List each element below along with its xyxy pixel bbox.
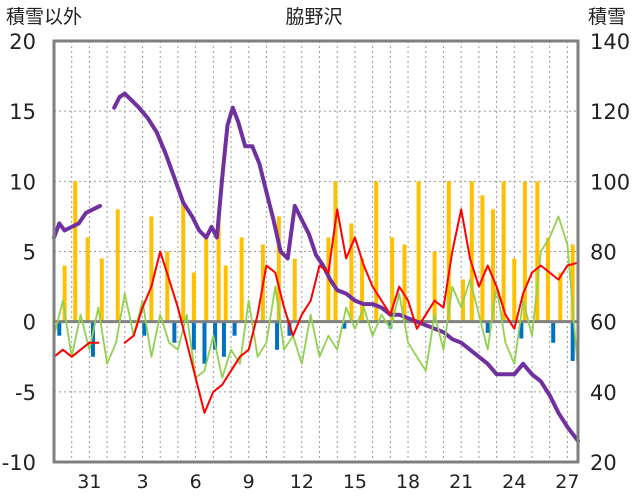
y-axis-label-right: 積雪 [588, 6, 626, 28]
sunshine-bar-10 [216, 216, 221, 322]
sunshine-bar-23 [416, 181, 421, 322]
sunshine-bar-12 [239, 237, 244, 322]
precipitation-bar-16 [570, 321, 575, 361]
precipitation-bar-4 [191, 321, 196, 350]
sunshine-bar-21 [390, 237, 395, 322]
y-tick-right-6: 20 [590, 451, 617, 475]
y-tick-right-4: 60 [590, 311, 617, 335]
sunshine-bar-7 [181, 202, 186, 322]
sunshine-bar-34 [545, 237, 550, 322]
sunshine-bar-28 [480, 195, 485, 322]
sunshine-bar-29 [491, 209, 496, 322]
grid [54, 41, 578, 462]
x-tick-8: 24 [502, 471, 526, 493]
sunshine-bar-31 [512, 258, 517, 322]
precipitation-bar-5 [202, 321, 207, 364]
precipitation-bar-8 [232, 321, 237, 336]
y-tick-right-2: 100 [590, 170, 630, 194]
sunshine-bar-8 [191, 272, 196, 322]
wind-line [53, 208, 579, 414]
y-axis-label-left: 積雪以外 [6, 6, 82, 28]
y-tick-left-4: 0 [23, 311, 36, 335]
x-tick-5: 15 [343, 471, 367, 493]
y-tick-left-1: 15 [9, 100, 36, 124]
x-tick-2: 6 [190, 471, 202, 493]
snow_depth-line [52, 91, 580, 443]
sunshine-bar-9 [204, 237, 209, 322]
sunshine-bar-1 [73, 181, 78, 322]
sunshine-bar-22 [402, 244, 407, 322]
sunshine-bar-15 [292, 258, 297, 322]
precipitation-bar-2 [142, 321, 147, 336]
y-tick-left-2: 10 [9, 170, 36, 194]
y-tick-right-0: 140 [590, 30, 630, 54]
y-tick-left-5: -5 [15, 381, 36, 405]
precipitation-bar-14 [519, 321, 524, 339]
sunshine-bar-2 [85, 237, 90, 322]
y-tick-right-1: 120 [590, 100, 630, 124]
x-tick-7: 21 [449, 471, 473, 493]
y-tick-labels-right: 140 120 100 80 60 40 20 [590, 30, 630, 475]
precipitation-bar-12 [388, 321, 393, 329]
sunshine-bar-3 [99, 258, 104, 322]
sunshine-bar-4 [115, 209, 120, 322]
precipitation-bar-11 [342, 321, 347, 329]
x-tick-labels: 31 3 6 9 12 15 18 21 24 27 [77, 471, 579, 493]
precipitation-bar-7 [221, 321, 226, 357]
sunshine-bar-25 [446, 181, 451, 322]
y-tick-left-0: 20 [9, 30, 36, 54]
y-tick-left-6: -10 [2, 451, 36, 475]
precipitation-bar-13 [485, 321, 490, 333]
sunshine-bar-11 [223, 265, 228, 322]
lines [52, 91, 580, 443]
temperature-line [53, 215, 579, 379]
x-tick-9: 27 [555, 471, 579, 493]
x-tick-4: 12 [290, 471, 314, 493]
precipitation-bar-10 [287, 321, 292, 336]
x-tick-6: 18 [396, 471, 420, 493]
sunshine-bar-24 [432, 251, 437, 322]
sunshine-bar-18 [349, 223, 354, 322]
precipitation-bar-9 [275, 321, 280, 350]
plot-frame [52, 39, 580, 464]
precipitation-bar-15 [551, 321, 556, 343]
bars [57, 181, 575, 364]
y-tick-labels-left: 20 15 10 5 0 -5 -10 [2, 30, 36, 475]
sunshine-bar-17 [333, 181, 338, 322]
precipitation-bar-1 [90, 321, 95, 357]
sunshine-bar-30 [501, 181, 506, 322]
chart-title: 脇野沢 [285, 6, 342, 28]
sunshine-bar-0 [62, 265, 67, 322]
y-tick-right-3: 80 [590, 241, 617, 265]
sunshine-bar-33 [535, 181, 540, 322]
y-tick-left-3: 5 [23, 241, 36, 265]
sunshine-bar-14 [276, 216, 281, 322]
x-tick-3: 9 [243, 471, 255, 493]
y-tick-right-5: 40 [590, 381, 617, 405]
x-tick-0: 31 [77, 471, 101, 493]
sunshine-bar-5 [149, 216, 154, 322]
sunshine-bar-36 [570, 244, 575, 322]
precipitation-bar-6 [213, 321, 218, 350]
x-tick-1: 3 [136, 471, 148, 493]
precipitation-bar-3 [172, 321, 177, 343]
sunshine-bar-32 [522, 181, 527, 322]
sunshine-bar-6 [165, 251, 170, 322]
sunshine-bar-27 [469, 181, 474, 322]
sunshine-bar-35 [558, 272, 563, 322]
precipitation-bar-0 [57, 321, 62, 336]
sunshine-bar-19 [360, 258, 365, 322]
sunshine-bar-20 [374, 181, 379, 322]
